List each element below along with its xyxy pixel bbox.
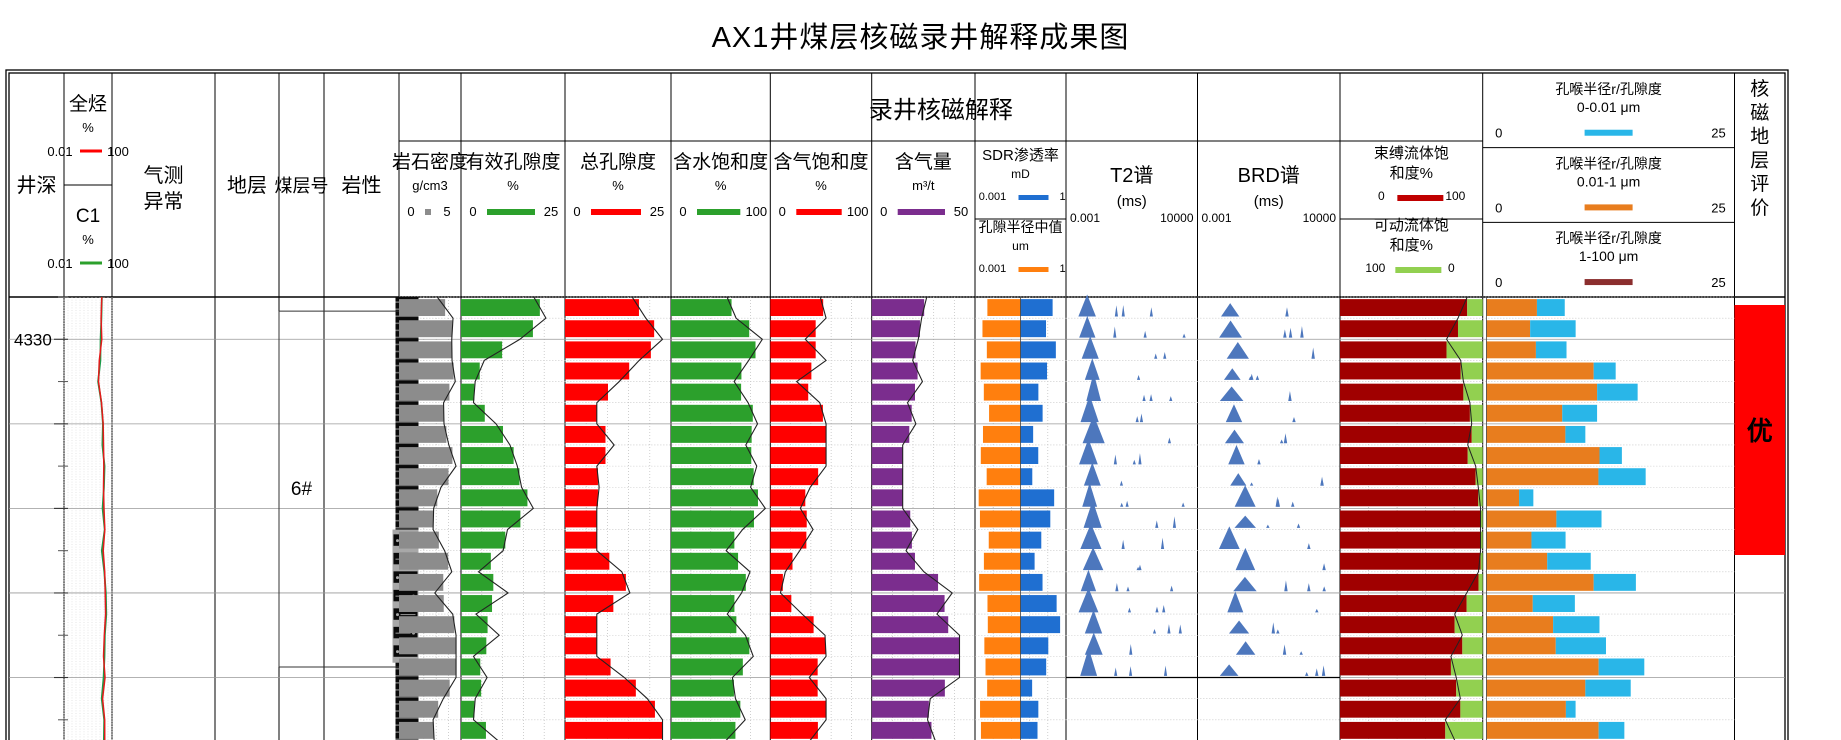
svg-text:(ms): (ms) [1117, 193, 1147, 210]
svg-text:100: 100 [107, 144, 129, 159]
svg-text:25: 25 [544, 204, 558, 219]
svg-text:25: 25 [1711, 200, 1725, 215]
svg-text:25: 25 [1711, 275, 1725, 290]
svg-text:(ms): (ms) [1254, 193, 1284, 210]
svg-text:%: % [82, 120, 94, 135]
svg-text:束缚流体饱: 束缚流体饱 [1374, 144, 1449, 162]
svg-text:0.001: 0.001 [1202, 211, 1232, 225]
svg-text:50: 50 [954, 204, 968, 219]
svg-text:%: % [82, 232, 94, 247]
svg-text:T2谱: T2谱 [1110, 164, 1153, 187]
svg-text:10000: 10000 [1303, 211, 1337, 225]
svg-text:孔喉半径r/孔隙度: 孔喉半径r/孔隙度 [1555, 81, 1662, 97]
svg-text:0.001: 0.001 [1070, 211, 1100, 225]
svg-text:0: 0 [1448, 261, 1455, 275]
svg-text:0: 0 [1495, 126, 1502, 141]
svg-text:25: 25 [650, 204, 664, 219]
svg-text:1: 1 [1059, 191, 1065, 203]
svg-text:价: 价 [1750, 198, 1769, 219]
svg-text:地层: 地层 [227, 174, 267, 197]
svg-text:孔隙半径中值: 孔隙半径中值 [979, 219, 1063, 235]
svg-text:0.01-1 μm: 0.01-1 μm [1577, 173, 1640, 189]
svg-text:0-0.01 μm: 0-0.01 μm [1577, 99, 1640, 115]
svg-text:岩性: 岩性 [342, 174, 382, 197]
svg-text:0: 0 [779, 204, 786, 219]
svg-text:4330: 4330 [14, 330, 52, 349]
svg-text:评: 评 [1750, 174, 1769, 195]
svg-text:层: 层 [1750, 150, 1769, 171]
svg-text:0: 0 [469, 204, 476, 219]
svg-text:优: 优 [1747, 416, 1773, 446]
svg-text:0.01: 0.01 [47, 256, 72, 271]
svg-text:0: 0 [573, 204, 580, 219]
svg-text:含气饱和度: 含气饱和度 [773, 151, 868, 173]
svg-text:总孔隙度: 总孔隙度 [580, 151, 656, 173]
svg-text:mD: mD [1011, 167, 1030, 181]
svg-text:录井核磁解释: 录井核磁解释 [869, 97, 1013, 124]
svg-text:0.01: 0.01 [47, 144, 72, 159]
svg-text:100: 100 [1365, 261, 1385, 275]
svg-text:1: 1 [1059, 263, 1065, 275]
svg-text:BRD谱: BRD谱 [1238, 164, 1300, 187]
svg-text:核: 核 [1750, 78, 1769, 100]
svg-text:%: % [507, 178, 519, 193]
svg-text:孔喉半径r/孔隙度: 孔喉半径r/孔隙度 [1555, 156, 1662, 172]
svg-text:g/cm3: g/cm3 [412, 178, 447, 193]
svg-text:SDR渗透率: SDR渗透率 [982, 147, 1059, 164]
svg-text:含气量: 含气量 [895, 151, 952, 173]
svg-text:100: 100 [1445, 189, 1465, 203]
svg-text:异常: 异常 [144, 190, 184, 213]
svg-text:0.001: 0.001 [979, 191, 1007, 203]
svg-text:气测: 气测 [144, 164, 184, 187]
svg-text:um: um [1012, 239, 1029, 253]
svg-text:含水饱和度: 含水饱和度 [673, 151, 768, 173]
svg-text:6#: 6# [291, 479, 313, 500]
svg-text:和度%: 和度% [1390, 237, 1433, 254]
svg-text:%: % [815, 178, 827, 193]
svg-text:0.001: 0.001 [979, 263, 1007, 275]
svg-text:1-100 μm: 1-100 μm [1579, 248, 1638, 264]
svg-text:磁: 磁 [1750, 102, 1769, 124]
svg-text:0: 0 [880, 204, 887, 219]
svg-text:%: % [715, 178, 727, 193]
svg-text:10000: 10000 [1160, 211, 1194, 225]
svg-text:地: 地 [1750, 126, 1769, 148]
svg-text:100: 100 [107, 256, 129, 271]
svg-text:井深: 井深 [17, 174, 57, 197]
svg-text:0: 0 [1495, 275, 1502, 290]
svg-text:和度%: 和度% [1390, 165, 1433, 182]
svg-text:100: 100 [745, 204, 767, 219]
svg-text:100: 100 [847, 204, 869, 219]
svg-text:煤层号: 煤层号 [275, 176, 329, 196]
svg-text:孔喉半径r/孔隙度: 孔喉半径r/孔隙度 [1555, 230, 1662, 246]
svg-text:0: 0 [407, 204, 414, 219]
svg-text:25: 25 [1711, 126, 1725, 141]
svg-text:%: % [612, 178, 624, 193]
svg-text:0: 0 [1378, 189, 1385, 203]
svg-text:0: 0 [1495, 200, 1502, 215]
svg-text:可动流体饱: 可动流体饱 [1374, 217, 1449, 234]
svg-text:C1: C1 [76, 206, 100, 227]
svg-text:0: 0 [679, 204, 686, 219]
svg-text:岩石密度: 岩石密度 [392, 151, 468, 173]
svg-text:5: 5 [443, 204, 450, 219]
svg-text:有效孔隙度: 有效孔隙度 [465, 151, 560, 173]
svg-text:全烃: 全烃 [69, 93, 107, 115]
svg-text:m³/t: m³/t [912, 178, 935, 193]
